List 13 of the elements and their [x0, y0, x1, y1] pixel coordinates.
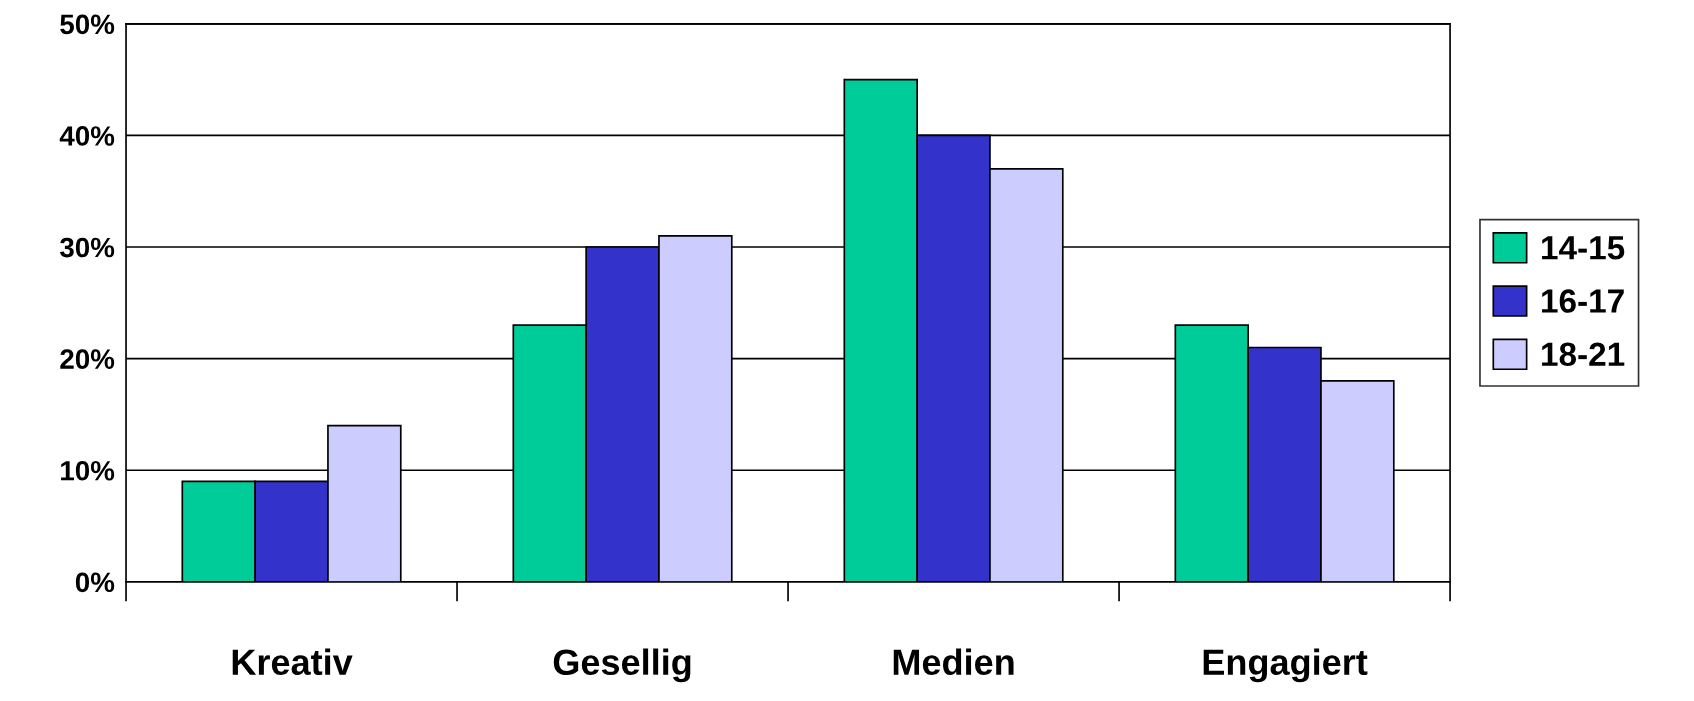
x-tick-label: Medien: [893, 648, 1014, 676]
legend-label: 18-21: [1542, 342, 1625, 367]
x-tick-label: Kreativ: [232, 648, 353, 676]
y-tick-label: 20%: [60, 349, 115, 369]
x-tick-label: Engagiert: [1203, 648, 1368, 683]
y-tick-label: 40%: [59, 126, 115, 146]
y-tick-label: 0%: [75, 572, 115, 593]
y-tick-label: 50%: [60, 14, 115, 35]
x-tick-label: Gesellig: [553, 648, 691, 683]
legend-label: 16-17: [1542, 289, 1624, 313]
y-tick-label: 10%: [61, 460, 115, 481]
y-tick-label: 30%: [59, 237, 115, 258]
legend-label: 14-15: [1542, 236, 1625, 260]
